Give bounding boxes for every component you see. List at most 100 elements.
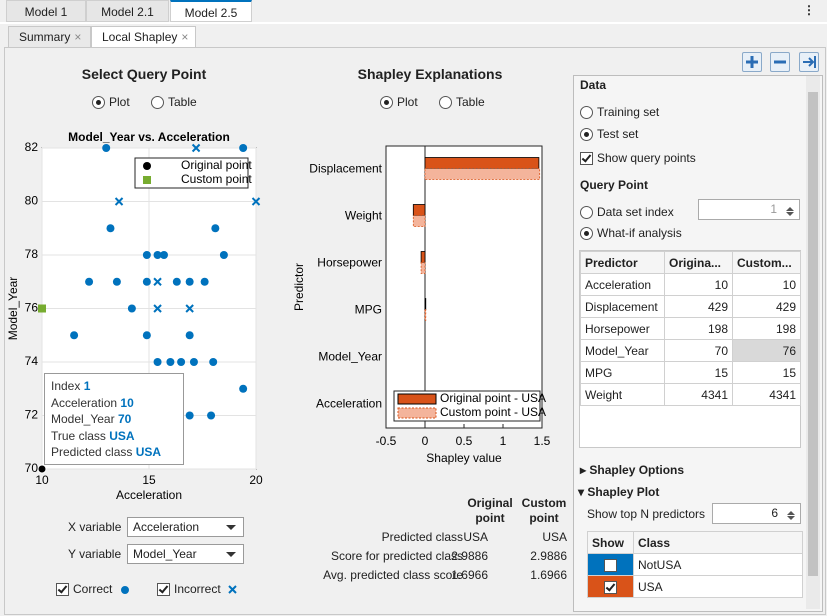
close-icon[interactable]: × (181, 30, 189, 44)
class-name: USA (633, 575, 803, 598)
radio-label: Test set (597, 127, 639, 141)
tip-row: True class USA (51, 428, 177, 445)
checkbox-option[interactable]: Show query points (580, 151, 696, 165)
cell: 15 (664, 361, 733, 384)
checkbox-option[interactable]: Incorrect (157, 582, 221, 596)
radio[interactable] (580, 226, 593, 240)
zoom-in-button[interactable] (742, 52, 762, 72)
cell: 1.6966 (451, 568, 488, 582)
section-title: Shapley Plot (587, 485, 660, 499)
icon (803, 56, 816, 68)
checkbox[interactable] (604, 580, 617, 594)
cell: 4341 (664, 383, 733, 406)
radio-option[interactable]: Plot (380, 95, 418, 109)
checkbox[interactable] (604, 558, 617, 572)
close-icon[interactable]: × (74, 30, 82, 44)
cell[interactable]: 76 (732, 339, 801, 362)
cell: Model_Year (580, 339, 665, 362)
header-row: Predictor Origina... Custom... (580, 251, 801, 274)
section-title: Query Point (580, 178, 649, 192)
section-header[interactable]: ▸ Shapley Options (580, 463, 685, 477)
checkbox[interactable] (56, 582, 69, 596)
tip-label: Model_Year (51, 412, 115, 426)
cell: Weight (580, 383, 665, 406)
cell[interactable]: 10 (732, 273, 801, 296)
radio-option[interactable]: What-if analysis (580, 226, 682, 240)
radio[interactable] (580, 205, 593, 219)
dropdown[interactable]: Acceleration (127, 517, 244, 537)
radio-option[interactable]: Table (151, 95, 197, 109)
dropdown[interactable]: Model_Year (127, 544, 244, 564)
radio-option[interactable]: Table (439, 95, 485, 109)
table-row: Displacement 429 429 (580, 295, 801, 318)
checkbox[interactable] (580, 151, 593, 165)
show-cell (587, 553, 634, 576)
tip-label: Predicted class (51, 445, 133, 459)
row-label: Score for predicted class (330, 549, 463, 563)
tip-label: Acceleration (51, 395, 118, 410)
table-row: USA (587, 575, 803, 598)
header-row: Show Class (587, 531, 803, 554)
tip-row: Acceleration 10 (51, 395, 177, 412)
cell[interactable]: 198 (732, 317, 801, 340)
radio[interactable] (580, 105, 593, 119)
radio-option[interactable]: Training set (580, 105, 659, 119)
tip-row: Model_Year 70 (51, 411, 177, 428)
scrollbar[interactable] (806, 76, 820, 609)
icon (774, 60, 786, 64)
cell: 2.9886 (530, 549, 567, 563)
table-row: Model_Year 70 76 (580, 339, 801, 362)
scroll-thumb[interactable] (808, 92, 818, 576)
cell: 70 (664, 339, 733, 362)
cell: MPG (580, 361, 665, 384)
row-label: Avg. predicted class score (323, 568, 463, 582)
column-header: Predictor (580, 251, 665, 274)
subtab[interactable]: Summary × (8, 26, 91, 48)
checkbox[interactable] (157, 582, 170, 596)
subtab[interactable]: Local Shapley × (91, 26, 196, 48)
tip-value: 10 (120, 395, 134, 410)
row-label: Predicted class (381, 530, 463, 544)
radio[interactable] (151, 95, 164, 109)
radio[interactable] (92, 95, 105, 109)
collapse-button[interactable] (799, 52, 819, 72)
cell: USA (542, 530, 567, 544)
cell[interactable]: 15 (732, 361, 801, 384)
table-row: MPG 15 15 (580, 361, 801, 384)
table-row: NotUSA (587, 553, 803, 576)
table-row: Acceleration 10 10 (580, 273, 801, 296)
top-n-spinner[interactable]: 6 (712, 503, 801, 524)
radio-label: Plot (109, 95, 130, 109)
zoom-out-button[interactable] (770, 52, 790, 72)
tip-label: Index (51, 379, 81, 393)
index-spinner[interactable]: 1 (698, 199, 800, 220)
cell[interactable]: 4341 (732, 383, 801, 406)
tip-value: 70 (117, 412, 132, 426)
tab[interactable]: Model 2.5 (170, 0, 252, 22)
checkbox-option[interactable]: Correct (56, 582, 112, 596)
menu-icon[interactable]: ⋮ (803, 3, 815, 17)
field-label: Show top N predictors (587, 507, 706, 521)
radio-option[interactable]: Test set (580, 127, 638, 141)
checkbox-label: Incorrect (174, 582, 221, 596)
section-header[interactable]: ▾ Shapley Plot (578, 485, 660, 499)
radio-option[interactable]: Plot (92, 95, 130, 109)
radio[interactable] (439, 95, 452, 109)
radio[interactable] (580, 127, 593, 141)
radio-label: What-if analysis (597, 226, 682, 240)
selector-label: X variable (68, 520, 122, 534)
column-header: Origina... (664, 251, 733, 274)
radio-option[interactable]: Data set index (580, 205, 674, 219)
radio-label: Table (456, 95, 485, 109)
checkbox-label: Show query points (597, 151, 696, 165)
tab[interactable]: Model 1 (6, 0, 86, 22)
tip-label: True class (51, 428, 106, 443)
cell[interactable]: 429 (732, 295, 801, 318)
radio-label: Training set (597, 105, 660, 119)
column-header: Class (633, 531, 803, 554)
table-row: Horsepower 198 198 (580, 317, 801, 340)
tab[interactable]: Model 2.1 (86, 0, 169, 22)
radio[interactable] (380, 95, 393, 109)
table-row: Weight 4341 4341 (580, 383, 801, 406)
